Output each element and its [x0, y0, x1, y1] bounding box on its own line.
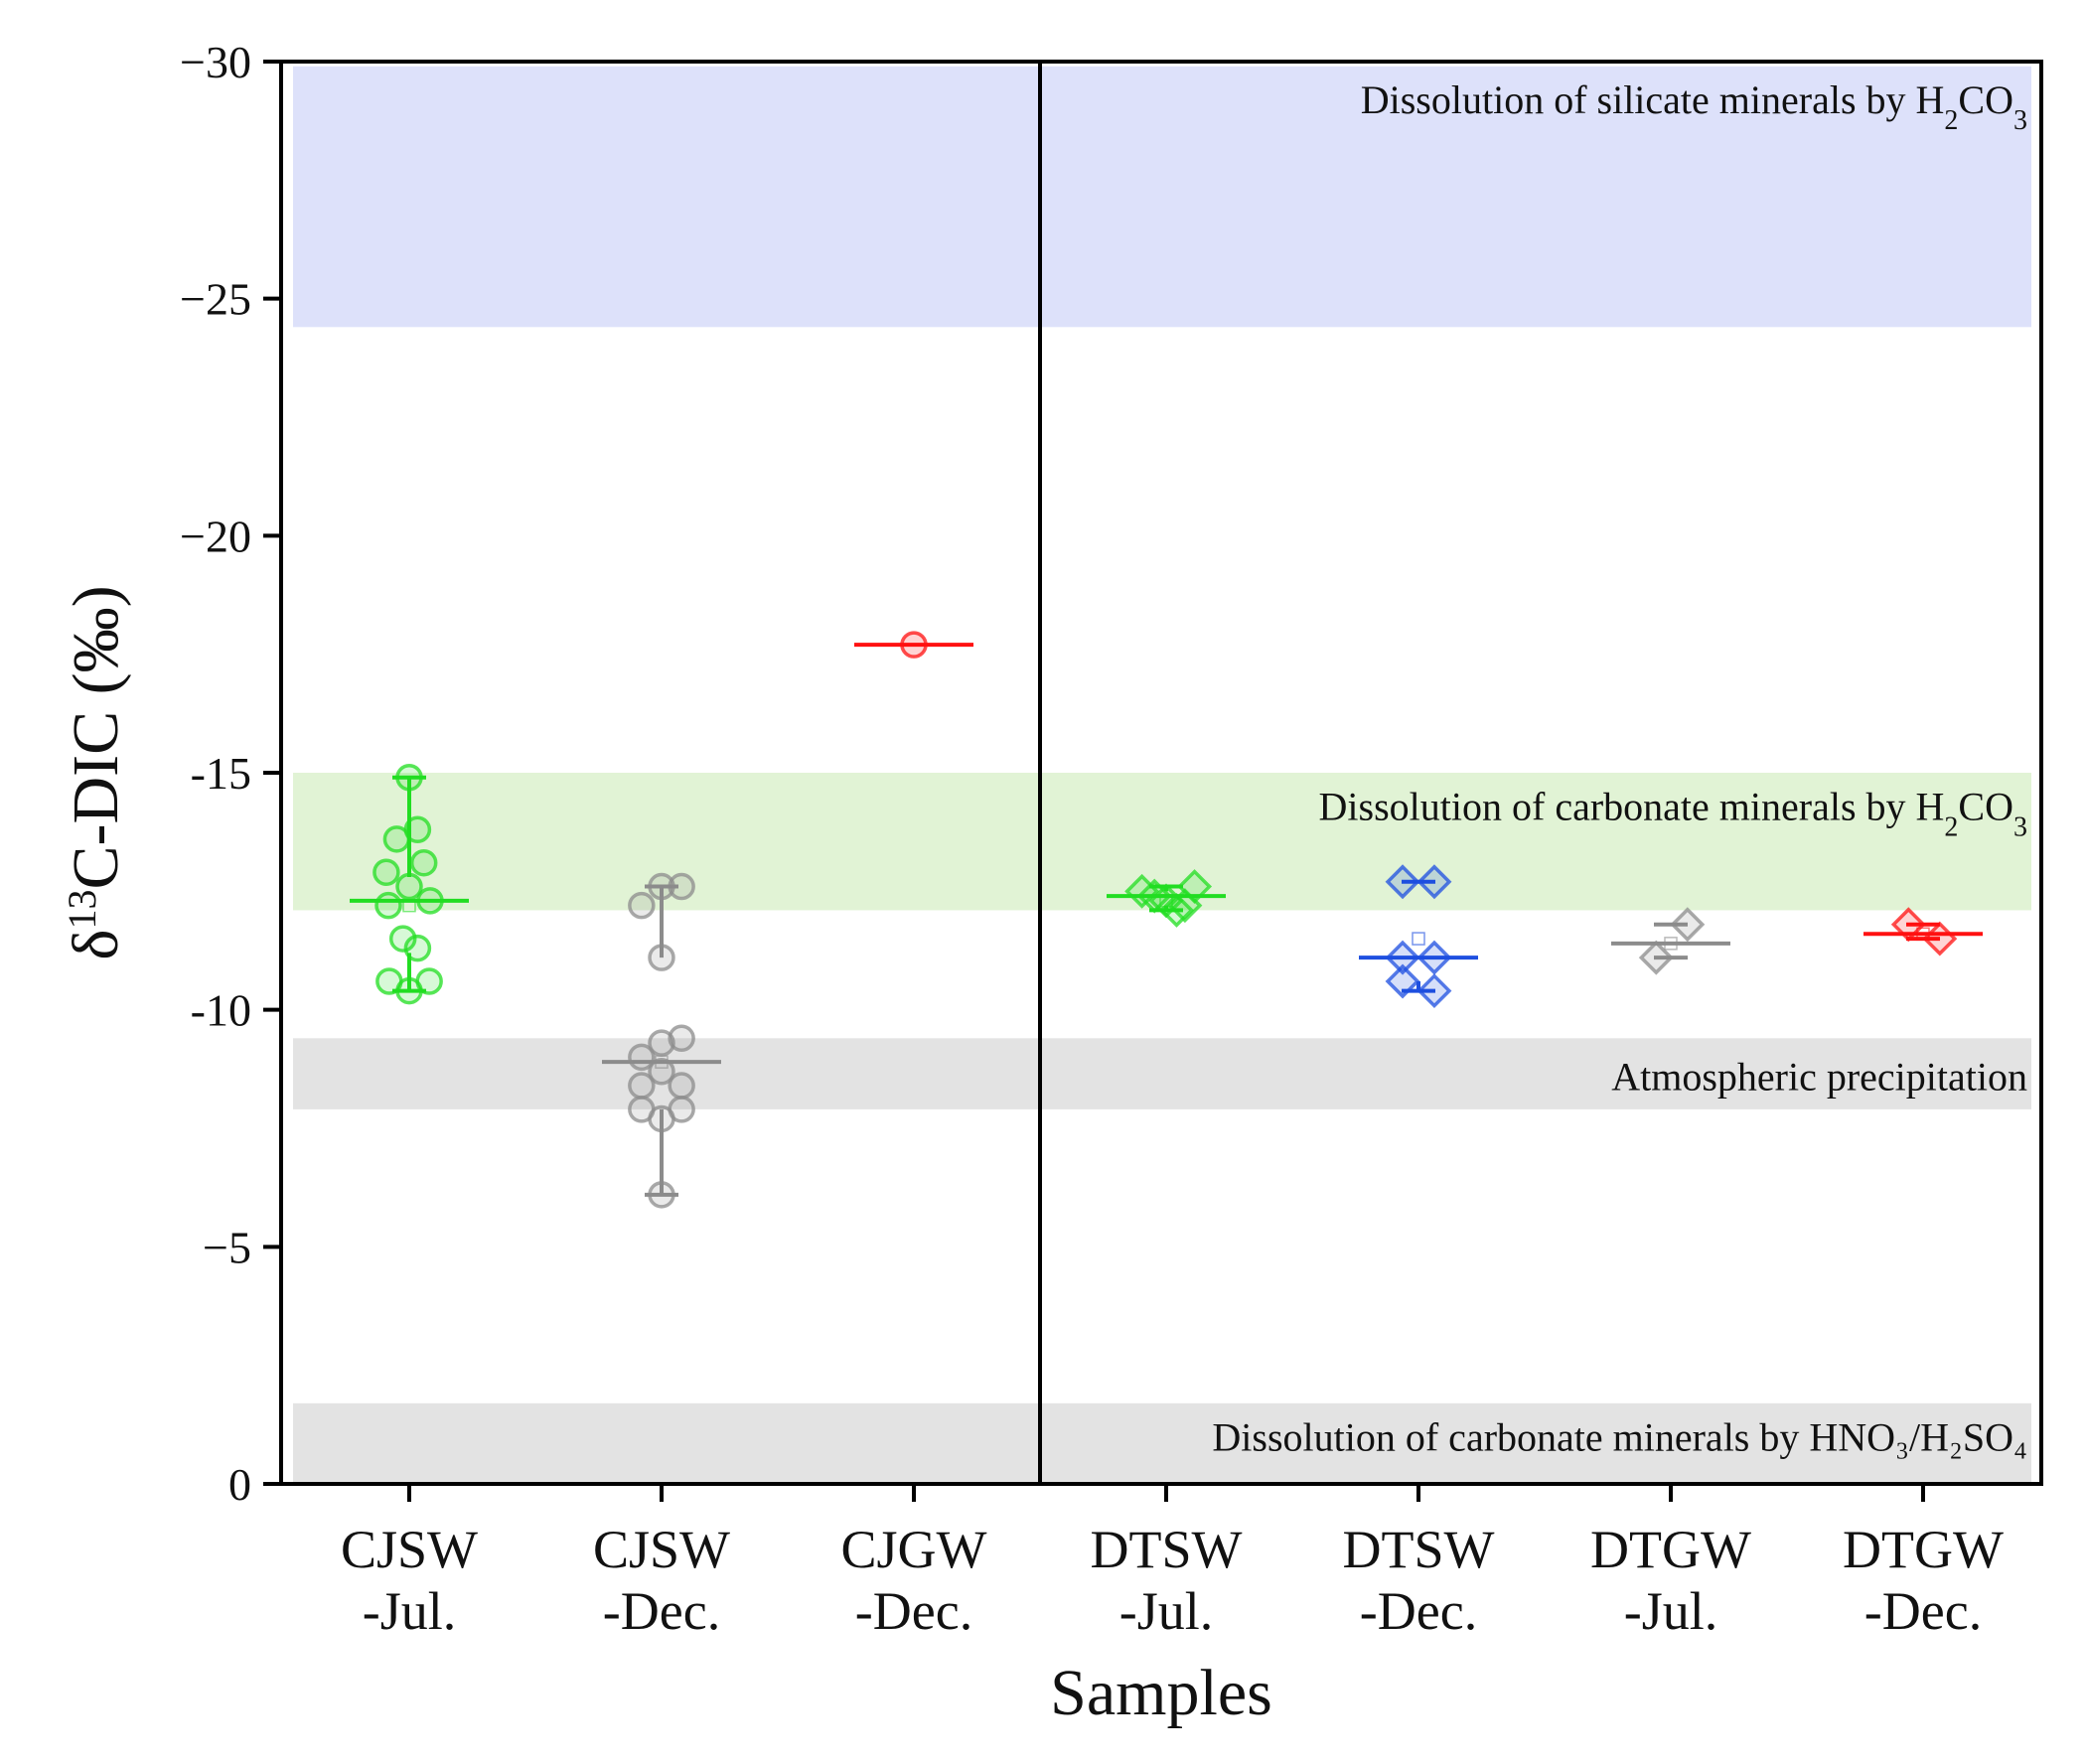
- data-point: [648, 1181, 675, 1209]
- data-point: [648, 1029, 675, 1057]
- data-point: [648, 1057, 675, 1086]
- box-series: [350, 631, 1983, 1209]
- data-point: [648, 872, 675, 901]
- data-point: [668, 1072, 695, 1100]
- box-group-0: [350, 764, 469, 1005]
- data-point: [395, 764, 423, 792]
- band-atmospheric-precipitation: [293, 1038, 2031, 1109]
- box-group-6: [1863, 907, 1983, 956]
- data-point: [1385, 940, 1420, 975]
- data-point: [1638, 940, 1674, 975]
- data-point: [415, 967, 443, 995]
- band-hno3-h2so4-label: Dissolution of carbonate minerals by HNO…: [1212, 1414, 2027, 1459]
- x-tick-label: DTGW -Dec.: [1843, 1520, 2004, 1641]
- data-point: [375, 967, 403, 995]
- y-tick-label: -10: [191, 985, 251, 1036]
- box-group-3: [1107, 869, 1226, 928]
- axis-labels: CJSW -Jul. CJSW -Dec. CJGW -Dec. DTSW -Jul. DTSW…: [60, 585, 2005, 1729]
- data-point: [668, 872, 695, 901]
- data-point: [1416, 973, 1452, 1009]
- band-carbonate-h2co3-label: Dissolution of carbonate minerals by H2C…: [1319, 784, 2027, 842]
- band-silicate-h2co3: [293, 66, 2031, 328]
- x-tick-label: DTSW -Jul.: [1091, 1520, 1243, 1641]
- y-axis-title: δ13C-DIC (‰): [60, 585, 133, 959]
- data-point: [668, 1024, 695, 1053]
- data-point: [372, 858, 400, 886]
- x-tick-label: DTSW -Dec.: [1343, 1520, 1495, 1641]
- data-point: [648, 944, 675, 971]
- data-point: [900, 631, 928, 659]
- x-axis-title: Samples: [1050, 1657, 1272, 1729]
- band-hno3-h2so4: [293, 1402, 2031, 1484]
- data-point: [409, 848, 438, 877]
- data-point: [628, 1096, 656, 1123]
- y-tick-label: −25: [180, 274, 251, 325]
- x-tick-label: CJSW -Jul.: [341, 1520, 478, 1641]
- mean-marker: [1412, 932, 1425, 946]
- x-tick-label: DTGW -Jul.: [1590, 1520, 1751, 1641]
- y-tick-label: −5: [203, 1222, 251, 1272]
- data-point: [1416, 864, 1452, 900]
- data-point: [628, 1072, 656, 1100]
- data-point: [416, 887, 444, 915]
- data-point: [403, 815, 432, 844]
- data-point: [668, 1096, 695, 1123]
- data-point: [628, 1043, 656, 1072]
- y-tick-label: −20: [180, 511, 251, 561]
- y-tick-label: -15: [191, 748, 251, 799]
- data-point: [395, 872, 423, 901]
- box-group-5: [1611, 907, 1730, 975]
- data-point: [403, 934, 432, 962]
- data-point: [1177, 869, 1213, 905]
- data-point: [374, 891, 402, 920]
- data-point: [1890, 907, 1926, 943]
- box-group-2: [854, 631, 973, 659]
- y-tick-label: 0: [228, 1459, 251, 1510]
- band-silicate-h2co3-label: Dissolution of silicate minerals by H2CO…: [1361, 77, 2027, 136]
- mean-marker: [1664, 937, 1678, 951]
- data-point: [388, 925, 417, 953]
- data-point: [1416, 940, 1452, 975]
- x-tick-label: CJSW -Dec.: [593, 1520, 730, 1641]
- data-point: [1670, 907, 1706, 943]
- band-atmospheric-precipitation-label: Atmospheric precipitation: [1611, 1054, 2027, 1099]
- reference-bands: Dissolution of carbonate minerals by HNO…: [293, 66, 2031, 1484]
- data-point: [1385, 963, 1420, 999]
- box-group-1: [602, 872, 721, 1209]
- box-group-4: [1359, 864, 1478, 1009]
- data-point: [1385, 864, 1420, 900]
- data-point: [1922, 921, 1958, 956]
- axes: 0 −5 -10 -15 −20 −25 −30: [180, 37, 2043, 1510]
- y-tick-label: −30: [180, 37, 251, 87]
- x-tick-label: CJGW -Dec.: [841, 1520, 987, 1641]
- data-point: [628, 891, 656, 920]
